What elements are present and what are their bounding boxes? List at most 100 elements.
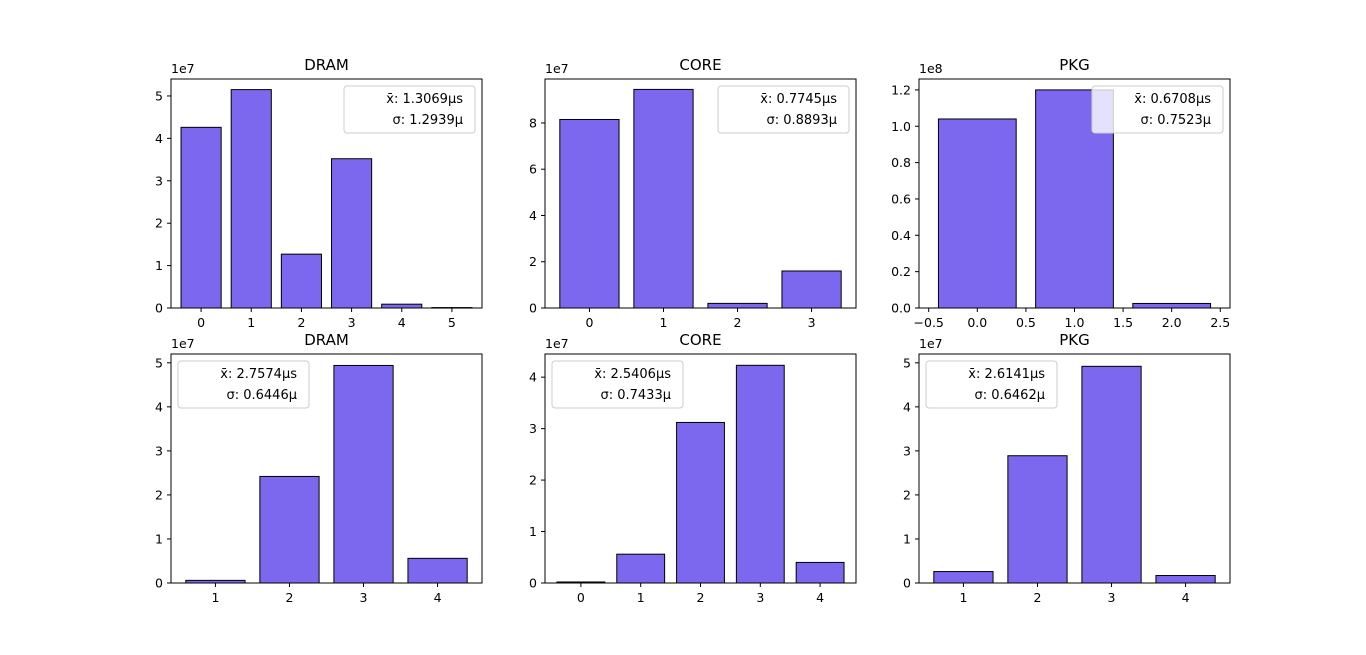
- chart-title-3: DRAM: [304, 331, 349, 349]
- x-tick-label-2-5: 2.0: [1162, 315, 1182, 330]
- chart-panel-4: 0 1 2 3 4 0 1 2 3 4 1e7 CORE x̄: 2.5406μs σ: 0.7433μ: [529, 331, 857, 605]
- y-offset-label-4: 1e7: [545, 336, 569, 351]
- chart-panel-1: 0 1 2 3 0 2 4 6 8 1e7 CORE x̄: 0.7745μs σ: 0.8893μ: [529, 56, 857, 330]
- y-tick-label-3-3: 3: [155, 443, 163, 458]
- y-tick-label-1-1: 2: [529, 254, 537, 269]
- legend-entry-5-1: σ: 0.6462μ: [974, 388, 1045, 403]
- y-tick-label-1-0: 0: [529, 301, 537, 316]
- x-tick-label-3-1: 2: [285, 590, 293, 605]
- y-tick-label-3-0: 0: [155, 576, 163, 591]
- bar-2-2: [1132, 302, 1212, 309]
- chart-panel-5: 1 2 3 4 0 1 2 3 4 5 1e7 PKG x̄: 2.6141μs σ: 0.6462μ: [903, 331, 1231, 605]
- x-tick-label-1-1: 1: [659, 315, 667, 330]
- x-tick-label-3-2: 3: [360, 590, 368, 605]
- x-tick-label-0-1: 1: [247, 315, 255, 330]
- legend-entry-0-1: σ: 1.2939μ: [392, 113, 463, 128]
- y-tick-label-2-2: 0.4: [891, 228, 911, 243]
- x-tick-label-5-2: 3: [1108, 590, 1116, 605]
- y-tick-label-1-4: 8: [529, 115, 537, 130]
- x-tick-label-4-1: 1: [637, 590, 645, 605]
- legend-box-0: [343, 85, 476, 134]
- legend-entry-5-0: x̄: 2.6141μs: [968, 367, 1045, 382]
- y-offset-label-3: 1e7: [171, 336, 195, 351]
- x-tick-label-5-3: 4: [1182, 590, 1190, 605]
- y-offset-label-1: 1e7: [545, 61, 569, 76]
- y-tick-label-3-1: 1: [155, 531, 163, 546]
- bar-4-1: [616, 553, 666, 584]
- bar-5-0: [933, 571, 994, 584]
- legend-entry-2-1: σ: 0.7523μ: [1140, 113, 1211, 128]
- y-offset-label-2: 1e8: [919, 61, 943, 76]
- bar-3-3: [407, 557, 468, 584]
- legend-entry-4-0: x̄: 2.5406μs: [594, 367, 671, 382]
- legend-entry-1-1: σ: 0.8893μ: [766, 113, 837, 128]
- legend-box-3: [177, 360, 310, 409]
- bar-0-1: [230, 89, 272, 309]
- chart-title-4: CORE: [679, 331, 721, 349]
- y-tick-label-3-2: 2: [155, 487, 163, 502]
- y-tick-label-0-2: 2: [155, 216, 163, 231]
- y-tick-label-2-3: 0.6: [891, 191, 911, 206]
- x-tick-label-5-0: 1: [959, 590, 967, 605]
- y-tick-label-5-4: 4: [903, 399, 911, 414]
- y-tick-label-2-6: 1.2: [891, 82, 911, 97]
- x-tick-label-2-3: 1.0: [1065, 315, 1085, 330]
- y-tick-label-4-4: 4: [529, 370, 537, 385]
- x-tick-label-0-0: 0: [197, 315, 205, 330]
- y-offset-label-5: 1e7: [919, 336, 943, 351]
- bar-0-4: [381, 303, 423, 309]
- y-tick-label-3-5: 5: [155, 355, 163, 370]
- x-tick-label-2-1: 0.0: [967, 315, 987, 330]
- x-tick-label-2-4: 1.5: [1113, 315, 1133, 330]
- bar-1-2: [707, 302, 768, 309]
- x-tick-label-4-0: 0: [577, 590, 585, 605]
- y-tick-label-0-1: 1: [155, 258, 163, 273]
- x-tick-label-5-1: 2: [1033, 590, 1041, 605]
- x-tick-label-3-3: 4: [434, 590, 442, 605]
- chart-title-0: DRAM: [304, 56, 349, 74]
- y-tick-label-0-3: 3: [155, 173, 163, 188]
- bar-5-1: [1007, 455, 1068, 584]
- y-tick-label-0-5: 5: [155, 88, 163, 103]
- y-tick-label-0-0: 0: [155, 301, 163, 316]
- legend-entry-2-0: x̄: 0.6708μs: [1134, 92, 1211, 107]
- x-tick-label-4-2: 2: [697, 590, 705, 605]
- legend-entry-1-0: x̄: 0.7745μs: [760, 92, 837, 107]
- bar-4-2: [676, 421, 725, 584]
- bar-1-0: [559, 118, 620, 309]
- x-tick-label-1-0: 0: [585, 315, 593, 330]
- axes-frame-3: [170, 353, 483, 584]
- y-tick-label-0-4: 4: [155, 131, 163, 146]
- bar-3-1: [259, 475, 320, 584]
- bar-0-0: [180, 126, 222, 309]
- x-tick-label-1-2: 2: [734, 315, 742, 330]
- y-offset-label-0: 1e7: [171, 61, 195, 76]
- x-tick-label-0-2: 2: [297, 315, 305, 330]
- y-tick-label-2-1: 0.2: [891, 264, 911, 279]
- chart-title-5: PKG: [1059, 331, 1090, 349]
- y-tick-label-4-0: 0: [529, 576, 537, 591]
- axes-frame-0: [170, 78, 483, 309]
- legend-box-5: [925, 360, 1058, 409]
- y-tick-label-2-5: 1.0: [891, 119, 911, 134]
- y-tick-label-3-4: 4: [155, 399, 163, 414]
- chart-title-2: PKG: [1059, 56, 1090, 74]
- chart-title-1: CORE: [679, 56, 721, 74]
- x-tick-label-2-2: 0.5: [1016, 315, 1036, 330]
- bar-2-0: [937, 118, 1017, 309]
- legend-entry-4-1: σ: 0.7433μ: [600, 388, 671, 403]
- y-tick-label-5-3: 3: [903, 443, 911, 458]
- y-tick-label-1-2: 4: [529, 208, 537, 223]
- bar-5-2: [1081, 365, 1142, 584]
- x-tick-label-1-3: 3: [808, 315, 816, 330]
- bar-5-3: [1155, 575, 1216, 584]
- y-tick-label-1-3: 6: [529, 162, 537, 177]
- legend-box-1: [717, 85, 850, 134]
- y-tick-label-5-1: 1: [903, 531, 911, 546]
- y-tick-label-2-0: 0.0: [891, 301, 911, 316]
- y-tick-label-5-2: 2: [903, 487, 911, 502]
- bar-1-1: [633, 88, 694, 309]
- x-tick-label-4-4: 4: [816, 590, 824, 605]
- legend-box-2: [1091, 85, 1224, 134]
